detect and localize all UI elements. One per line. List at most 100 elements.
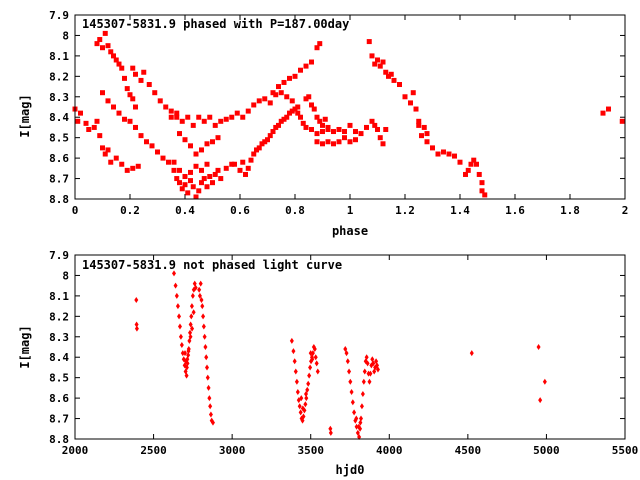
unphased-y-axis-label: I[mag]: [18, 325, 32, 368]
phased-x-tick-label: 0.2: [120, 204, 140, 217]
phased-data-point: [232, 161, 237, 167]
phased-data-point: [124, 167, 130, 173]
phased-data-point: [199, 167, 204, 173]
phased-data-point: [177, 131, 182, 137]
phased-data-point: [190, 122, 196, 128]
phased-data-point: [320, 129, 325, 135]
phased-data-point: [97, 37, 103, 43]
unphased-data-point: [293, 368, 298, 375]
unphased-data-point: [350, 399, 355, 406]
phased-axis-ticks: 0 0.2 0.4 0.6 0.8 1 1.2 1.4 1.6 1.8 2 7.9 8 8.1 8.2 8.3…: [49, 9, 628, 217]
phased-x-tick-label: 2: [622, 204, 629, 217]
phased-data-point: [215, 167, 221, 173]
phased-data-point: [273, 92, 279, 98]
phased-data-point: [185, 190, 191, 196]
phased-data-point: [251, 151, 257, 157]
phased-data-point: [306, 94, 312, 100]
phased-data-point: [331, 129, 336, 135]
phased-data-point: [267, 133, 273, 139]
unphased-data-point: [186, 348, 191, 355]
phased-data-point: [111, 53, 116, 59]
phased-data-point: [105, 98, 111, 104]
phased-data-point: [397, 82, 402, 88]
phased-data-point: [179, 118, 185, 124]
unphased-data-point: [173, 282, 178, 289]
unphased-data-point: [312, 346, 317, 353]
phased-y-tick-label: 8: [62, 29, 69, 42]
unphased-data-point: [301, 413, 306, 420]
phased-data-point: [383, 69, 389, 75]
phased-data-point: [325, 139, 331, 145]
unphased-data-point: [177, 313, 182, 320]
unphased-x-tick-label: 2500: [140, 444, 167, 457]
phased-data-point: [298, 114, 303, 120]
unphased-data-point: [536, 344, 541, 350]
unphased-data-point: [198, 280, 203, 287]
phased-data-point: [600, 110, 606, 116]
phased-data-point: [135, 163, 141, 169]
phased-plot-title: 145307-5831.9 phased with P=187.00day: [82, 17, 349, 31]
phased-data-point: [223, 116, 229, 122]
unphased-data-point: [364, 354, 369, 361]
unphased-data-point: [134, 325, 139, 332]
phased-data-point: [94, 118, 100, 124]
unphased-y-tick-label: 8.2: [49, 310, 69, 323]
unphased-data-point: [310, 350, 315, 357]
phased-data-point: [245, 165, 251, 171]
phased-plot-frame: [74, 14, 626, 200]
phased-data-point: [94, 41, 100, 47]
unphased-data-point: [306, 380, 311, 387]
phased-data-point: [105, 43, 111, 49]
phased-x-tick-label: 1.4: [450, 204, 470, 217]
unphased-data-point: [134, 321, 139, 328]
unphased-plot-frame: [74, 254, 626, 440]
unphased-data-point: [349, 388, 354, 395]
unphased-data-point: [197, 292, 202, 299]
phased-data-point: [138, 77, 144, 83]
phased-data-point: [287, 75, 292, 81]
phased-data-point: [300, 120, 306, 126]
unphased-data-point: [291, 348, 296, 355]
phased-data-point: [97, 133, 103, 139]
unphased-data-point: [289, 337, 294, 344]
phased-data-point: [171, 159, 177, 165]
phased-data-point: [270, 129, 276, 135]
phased-data-point: [212, 122, 218, 128]
unphased-data-point: [368, 370, 373, 377]
phased-data-points: [72, 30, 625, 200]
phased-data-point: [124, 86, 130, 92]
phased-data-point: [177, 167, 182, 173]
phased-data-point: [204, 161, 210, 167]
phased-data-point: [245, 108, 251, 114]
unphased-data-point: [314, 360, 319, 367]
phased-data-point: [160, 155, 166, 161]
phased-data-point: [347, 139, 353, 145]
phased-data-point: [190, 184, 196, 190]
phased-data-point: [113, 155, 119, 161]
phased-data-point: [380, 59, 386, 65]
unphased-data-point: [367, 378, 372, 385]
phased-data-point: [259, 141, 265, 147]
phased-light-curve-panel: 145307-5831.9 phased with P=187.00day I[…: [18, 9, 628, 238]
phased-data-point: [130, 96, 136, 102]
phased-data-point: [369, 118, 375, 124]
unphased-data-point: [348, 378, 353, 385]
unphased-y-tick-label: 8.5: [49, 372, 69, 385]
phased-data-point: [383, 126, 389, 132]
unphased-data-point: [361, 378, 366, 385]
phased-data-point: [284, 114, 290, 120]
phased-data-point: [619, 118, 625, 124]
phased-data-point: [141, 69, 147, 75]
phased-data-point: [320, 141, 325, 147]
unphased-data-point: [201, 313, 206, 320]
unphased-data-point: [199, 296, 204, 303]
phased-data-point: [229, 114, 235, 120]
unphased-data-point: [189, 313, 194, 320]
unphased-data-point: [206, 384, 211, 391]
unphased-data-point: [313, 354, 318, 361]
phased-x-tick-label: 0.6: [230, 204, 250, 217]
phased-data-point: [100, 90, 105, 96]
phased-data-point: [292, 73, 298, 79]
phased-data-point: [446, 151, 452, 157]
unphased-data-point: [358, 419, 363, 426]
